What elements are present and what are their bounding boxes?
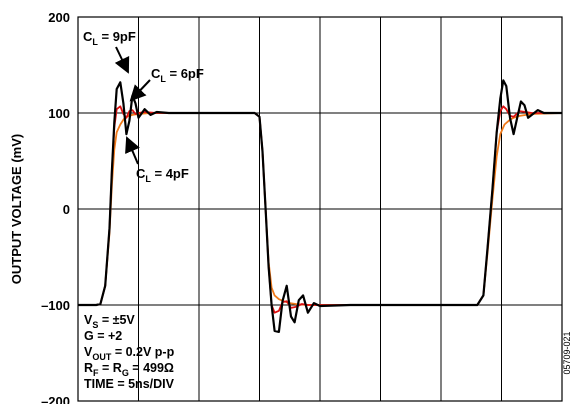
y-tick-label: 100 xyxy=(48,106,70,121)
test-condition: VOUT = 0.2V p-p xyxy=(84,345,175,362)
y-tick-label: 0 xyxy=(63,202,70,217)
series-annotation: CL = 9pF xyxy=(83,29,136,47)
y-tick-labels: 200 100 0 –100 –200 xyxy=(41,10,70,404)
test-condition: TIME = 5ns/DIV xyxy=(84,377,175,391)
test-condition: RF = RG = 499Ω xyxy=(84,361,174,378)
series-line xyxy=(78,79,562,333)
series-annotation: CL = 4pF xyxy=(136,166,189,184)
y-tick-label: –200 xyxy=(41,394,70,404)
series-line xyxy=(78,112,563,306)
y-axis-title: OUTPUT VOLTAGE (mV) xyxy=(9,134,24,284)
y-tick-label: –100 xyxy=(41,298,70,313)
series-lines xyxy=(78,79,563,333)
test-conditions: VS = ±5VG = +2 VOUT = 0.2V p-pRF = RG = 4… xyxy=(84,313,175,391)
annotation-arrow xyxy=(129,79,151,102)
annotation-arrow xyxy=(125,136,140,165)
test-condition: VS = ±5V xyxy=(84,313,135,330)
test-condition: G = +2 xyxy=(84,329,122,343)
series-annotation: CL = 6pF xyxy=(151,66,204,84)
figure-id: 05709-021 xyxy=(562,331,572,374)
y-tick-label: 200 xyxy=(48,10,70,25)
annotations: CL = 9pF CL = 6pF CL = 4pF xyxy=(83,29,204,184)
annotation-arrow xyxy=(114,46,130,74)
